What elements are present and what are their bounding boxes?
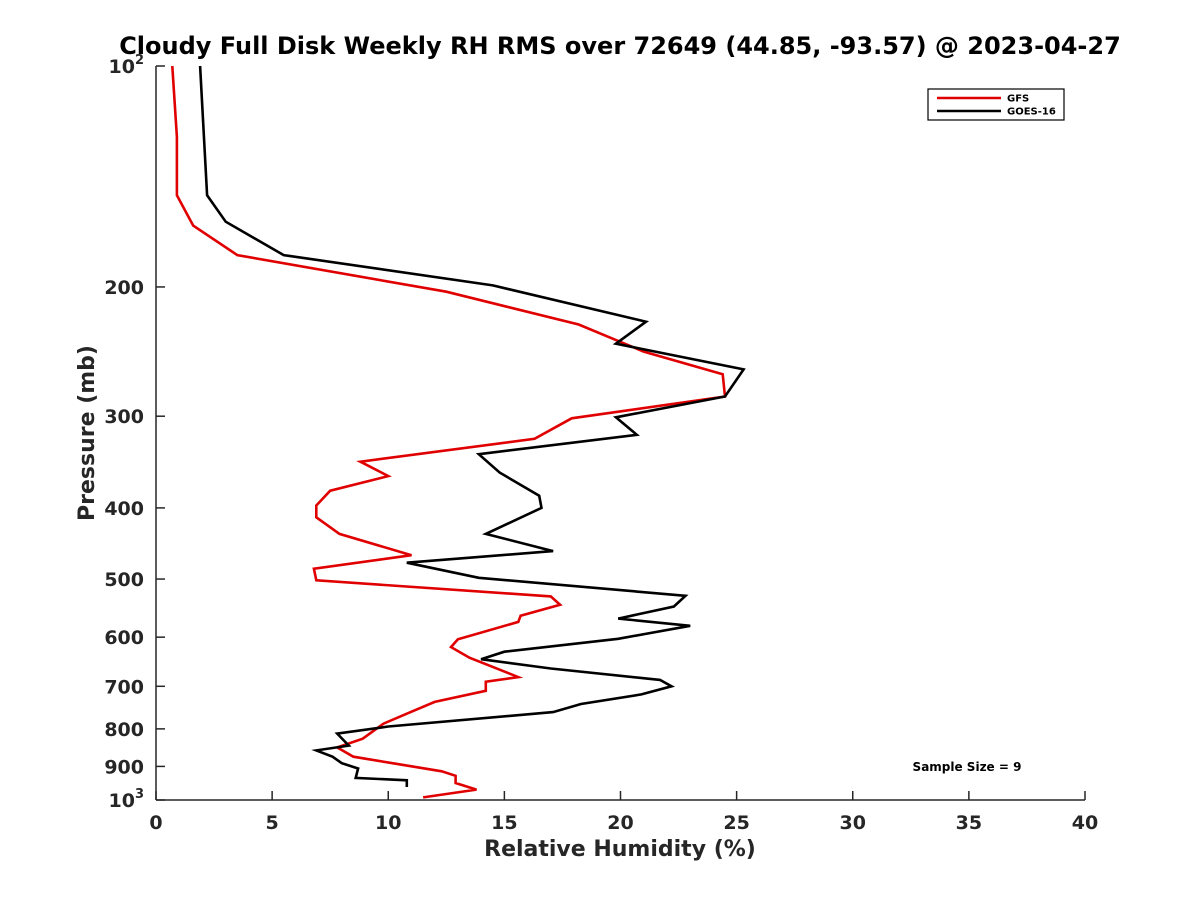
x-tick-label: 40 [1072, 812, 1098, 834]
y-tick-exponent: 2 [135, 53, 144, 68]
series-lines [171, 65, 746, 799]
legend-box [927, 88, 1065, 121]
x-tick-label: 10 [375, 812, 401, 834]
x-tick-label: 15 [491, 812, 517, 834]
x-tick-label: 5 [266, 812, 279, 834]
y-tick-label: 200 [104, 277, 144, 299]
x-tick-label: 20 [607, 812, 633, 834]
legend-entry-label: GOES-16 [1007, 107, 1056, 118]
y-tick-exponent: 3 [135, 787, 144, 802]
chart-title: Cloudy Full Disk Weekly RH RMS over 7264… [119, 32, 1121, 60]
series-line-goes-16 [198, 65, 746, 787]
y-axis-label: Pressure (mb) [75, 345, 100, 521]
y-tick-label: 400 [104, 498, 144, 520]
y-tick-label: 700 [104, 676, 144, 698]
y-tick-label: 900 [104, 756, 144, 778]
x-tick-label: 30 [840, 812, 866, 834]
y-tick-label: 102 [109, 53, 145, 78]
series-line-gfs [171, 65, 727, 799]
x-ticks: 0 5 10 15 20 25 30 35 40 [149, 791, 1098, 834]
x-tick-label: 35 [956, 812, 982, 834]
y-tick-label: 103 [109, 787, 145, 812]
plot-axes [155, 66, 1085, 801]
y-tick-label: 300 [104, 406, 144, 428]
legend-entry-label: GFS [1007, 94, 1029, 105]
y-tick-label: 800 [104, 719, 144, 741]
y-tick-label: 600 [104, 627, 144, 649]
x-axis-label: Relative Humidity (%) [484, 837, 756, 862]
y-tick-base: 10 [109, 56, 135, 78]
sample-size-note: Sample Size = 9 [913, 760, 1022, 774]
y-tick-base: 10 [109, 790, 135, 812]
legend: GFS GOES-16 [927, 88, 1065, 121]
x-tick-label: 25 [723, 812, 749, 834]
y-tick-label: 500 [104, 569, 144, 591]
x-tick-label: 0 [149, 812, 162, 834]
